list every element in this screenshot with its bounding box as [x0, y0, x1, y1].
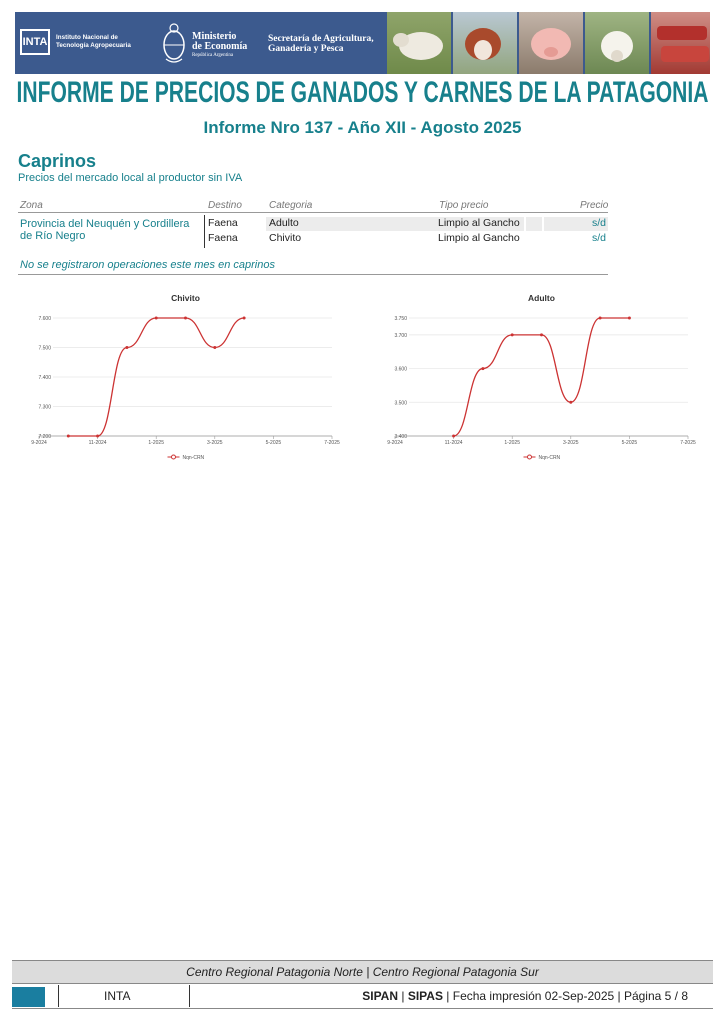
- data-point: [540, 333, 543, 337]
- section-description: Precios del mercado local al productor s…: [18, 172, 243, 184]
- svg-text:INFORME DE PRECIOS DE GANADOS: INFORME DE PRECIOS DE GANADOS Y CARNES D…: [17, 76, 709, 108]
- data-point: [598, 316, 602, 320]
- tipo-precio-cell: Limpio al Gancho: [438, 217, 524, 231]
- tipo-precio-cell: Limpio al Gancho: [438, 232, 520, 244]
- footer-centers: Centro Regional Patagonia Norte | Centro…: [12, 960, 713, 984]
- destino-cell: Faena: [208, 232, 238, 244]
- data-point: [569, 400, 573, 404]
- y-tick-label: 3.600: [394, 367, 407, 373]
- data-point: [154, 316, 158, 320]
- y-tick-label: 7.400: [38, 375, 51, 381]
- header-banner: INTA Instituto Nacional de Tecnología Ag…: [15, 12, 710, 74]
- data-point: [96, 434, 100, 438]
- x-tick-label: 11-2024: [445, 440, 463, 446]
- x-tick-label: 5-2025: [622, 440, 638, 446]
- chart-title: Chivito: [171, 293, 200, 303]
- x-tick-label: 9-2024: [31, 440, 47, 446]
- chart-adulto-svg: Adulto 3.400 3.500 3.600 3.700 3.750 9-2024 11-…: [387, 293, 696, 461]
- table-row: Faena Adulto Limpio al Gancho s/d: [206, 217, 608, 231]
- zona-cell: Provincia del Neuquén y Cordillera de Rí…: [20, 218, 190, 242]
- x-tick-label: 1-2025: [148, 440, 164, 446]
- data-point: [242, 316, 246, 320]
- chart-title: Adulto: [528, 293, 555, 303]
- header-tipo-precio: Tipo precio: [439, 200, 489, 211]
- x-tick-label: 3-2025: [563, 440, 579, 446]
- argentina-shield-icon: [163, 23, 185, 63]
- sheep-photo: [387, 12, 451, 74]
- table-row: Faena Chivito Limpio al Gancho s/d: [206, 232, 608, 246]
- footer-bar: INTA SIPAN | SIPAS | Fecha impresión 02-…: [12, 985, 713, 1009]
- x-tick-label: 5-2025: [266, 440, 282, 446]
- column-divider: [204, 215, 205, 248]
- chart-adulto: Adulto 3.400 3.500 3.600 3.700 3.750 9-2024 11-…: [378, 288, 708, 468]
- no-operations-note: No se registraron operaciones este mes e…: [20, 259, 275, 271]
- precio-cell: s/d: [544, 217, 608, 231]
- note-divider: [18, 274, 608, 275]
- precio-cell: s/d: [591, 232, 606, 244]
- y-tick-label: 7.500: [38, 346, 51, 352]
- categoria-cell: Chivito: [269, 232, 302, 244]
- legend-label: Nqn-CRN: [539, 455, 561, 461]
- livestock-photos: [387, 12, 710, 74]
- pig-photo: [519, 12, 583, 74]
- y-tick-label: 3.400: [394, 434, 407, 440]
- x-tick-label: 7-2025: [324, 440, 340, 446]
- inta-name: Instituto Nacional de Tecnología Agropec…: [56, 34, 131, 49]
- goat-photo: [585, 12, 649, 74]
- data-point: [627, 316, 631, 320]
- inta-logo: INTA: [20, 29, 50, 55]
- x-tick-label: 3-2025: [207, 440, 223, 446]
- chart-chivito-svg: Chivito 7.200 7.300 7.400 7.500 7.600 9-2024 11…: [31, 293, 340, 461]
- header-categoria: Categoria: [269, 200, 313, 211]
- data-point: [125, 346, 129, 349]
- x-tick-label: 7-2025: [680, 440, 696, 446]
- secretaria-name: Secretaría de Agricultura, Ganadería y P…: [268, 34, 374, 54]
- section-title: Caprinos: [18, 151, 97, 171]
- data-point: [184, 316, 187, 320]
- data-point: [213, 346, 217, 349]
- legend-swatch-marker: [171, 454, 176, 460]
- chart-chivito: Chivito 7.200 7.300 7.400 7.500 7.600 9-2024 11…: [22, 288, 352, 468]
- empty-cell: [526, 217, 542, 231]
- y-tick-label: 7.200: [38, 434, 51, 440]
- data-point: [66, 434, 70, 438]
- data-point: [481, 367, 485, 371]
- footer-divider: [58, 985, 59, 1007]
- data-point: [510, 333, 514, 337]
- footer-print-info: SIPAN | SIPAS | Fecha impresión 02-Sep-2…: [362, 989, 688, 1003]
- footer-divider: [189, 985, 190, 1007]
- main-title: INFORME DE PRECIOS DE GANADOS Y CARNES D…: [17, 76, 709, 108]
- header-zona: Zona: [20, 200, 43, 211]
- destino-cell: Faena: [208, 217, 238, 229]
- footer-inta: INTA: [104, 989, 131, 1003]
- data-point: [452, 434, 456, 438]
- y-tick-label: 3.500: [394, 400, 407, 406]
- x-tick-label: 1-2025: [504, 440, 520, 446]
- y-tick-label: 3.750: [394, 316, 407, 322]
- x-tick-label: 9-2024: [387, 440, 403, 446]
- header-destino: Destino: [208, 200, 242, 211]
- legend-label: Nqn-CRN: [183, 455, 205, 461]
- header-divider: [18, 212, 608, 213]
- y-tick-label: 7.300: [38, 405, 51, 411]
- y-tick-label: 3.700: [394, 333, 407, 339]
- cow-photo: [453, 12, 517, 74]
- ministry-name: Ministerio de Economía República Argenti…: [192, 31, 248, 59]
- meat-photo: [651, 12, 710, 74]
- legend-swatch-marker: [527, 454, 532, 460]
- report-subtitle: Informe Nro 137 - Año XII - Agosto 2025: [203, 118, 522, 137]
- x-tick-label: 11-2024: [89, 440, 107, 446]
- header-precio: Precio: [580, 200, 609, 211]
- y-tick-label: 7.600: [38, 316, 51, 322]
- footer-color-block: [12, 987, 45, 1007]
